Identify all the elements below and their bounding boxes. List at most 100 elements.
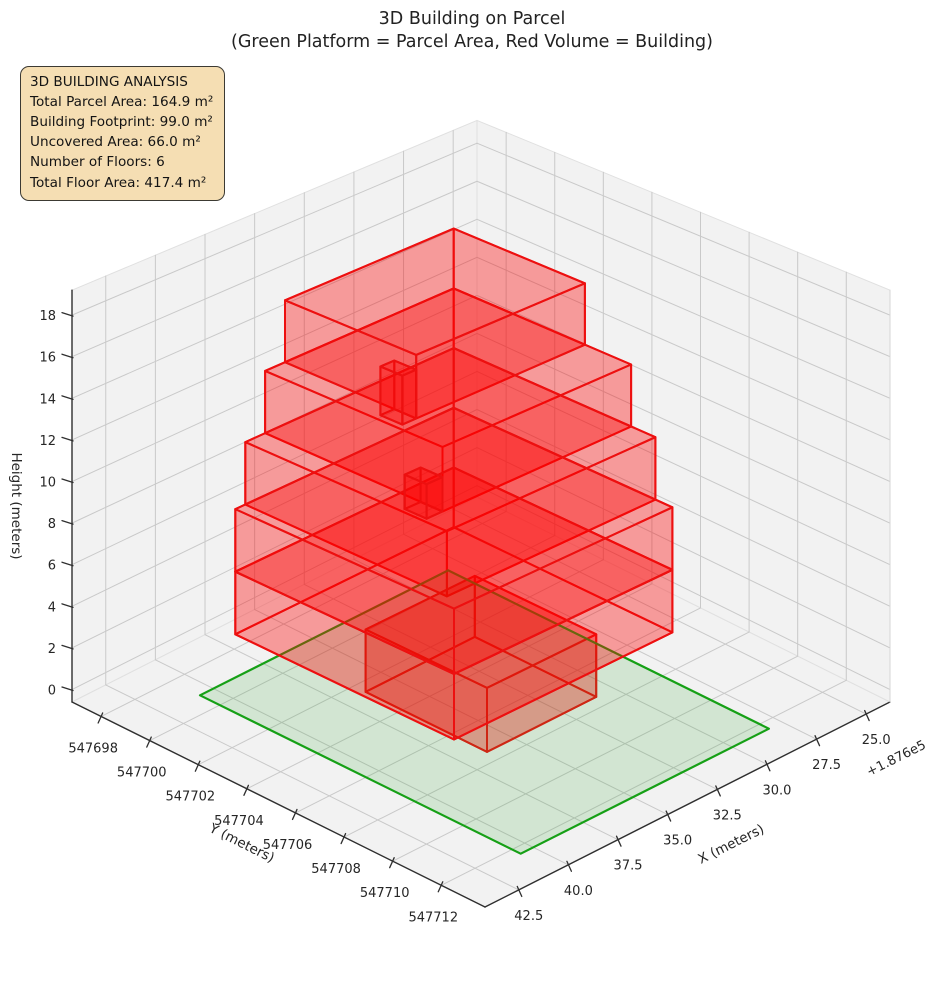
plot-title: 3D Building on Parcel (Green Platform = …	[0, 8, 944, 54]
parcel-platform	[198, 569, 771, 855]
z-grid-right-wall	[476, 294, 891, 483]
z-grid-left-wall	[71, 408, 478, 607]
x-tick-label: 27.5	[812, 758, 841, 773]
building-box-floor1	[364, 574, 598, 753]
x-tick-label: 40.0	[564, 884, 593, 899]
y-grid-floor	[197, 559, 604, 766]
z-grid-left-wall	[71, 447, 478, 649]
x-grid-floor	[204, 634, 619, 841]
x-tick-mark	[814, 735, 821, 747]
x-tick-label: 35.0	[663, 834, 692, 849]
info-line: Total Parcel Area: 164.9 m²	[30, 94, 214, 111]
z-tick-label: 6	[48, 559, 56, 574]
building-face-top	[364, 574, 598, 689]
y-tick-mark	[146, 736, 152, 748]
z-tick-mark	[61, 603, 74, 608]
z-tick-mark	[61, 686, 74, 692]
parcel-and-building	[198, 227, 771, 855]
z-tick-label: 18	[39, 309, 56, 324]
x-tick-mark	[764, 760, 771, 772]
z-tick-mark	[61, 519, 74, 525]
y-tick-label: 547706	[263, 838, 313, 853]
building-face-top	[284, 227, 586, 356]
z-tick-mark	[61, 644, 74, 650]
x-tick-mark	[566, 860, 573, 872]
y-tick-label: 547710	[360, 886, 410, 901]
axis-ticks: 25.0 27.5 30.0 32.5 35.0 37.5 40.0 42.5 547698 54…	[39, 309, 890, 925]
x-tick-mark	[665, 810, 672, 822]
z-tick-mark	[61, 353, 74, 359]
z-grid-right-wall	[476, 218, 891, 399]
y-tick-mark	[243, 784, 250, 796]
z-grid-left-wall	[71, 180, 478, 358]
x-axis-line	[484, 701, 891, 908]
z-tick-label: 16	[39, 351, 56, 366]
z-tick-label: 14	[39, 392, 56, 407]
building-face-top	[234, 406, 674, 610]
z-tick-mark	[61, 436, 74, 442]
z-tick-mark	[61, 478, 74, 484]
y-tick-mark	[194, 760, 201, 772]
x-tick-mark	[516, 885, 523, 898]
y-tick-mark	[97, 712, 104, 724]
x-tick-mark	[864, 709, 870, 722]
y-tick-label: 547712	[408, 910, 458, 925]
y-tick-label: 547702	[166, 790, 216, 805]
z-grid-right-wall	[476, 332, 891, 524]
y-tick-label: 547708	[311, 862, 361, 877]
info-line: Building Footprint: 99.0 m²	[30, 114, 213, 131]
y-tick-mark	[389, 857, 395, 869]
x-grid-floor	[254, 609, 669, 816]
y-tick-mark	[291, 808, 298, 821]
z-tick-mark	[61, 395, 74, 400]
z-axis-label: Height (meters)	[8, 452, 24, 559]
axis-lines	[71, 289, 891, 908]
y-grid-floor	[343, 631, 750, 838]
building-face-top	[403, 466, 444, 486]
info-line: Total Floor Area: 417.4 m²	[30, 174, 207, 191]
z-tick-label: 12	[39, 434, 56, 449]
analysis-info-box: 3D BUILDING ANALYSIS Total Parcel Area: …	[20, 66, 226, 201]
x-tick-label: 32.5	[713, 808, 742, 823]
y-tick-mark	[437, 881, 444, 893]
y-grid-floor	[295, 607, 702, 814]
plot-title-line2: (Green Platform = Parcel Area, Red Volum…	[231, 32, 713, 52]
z-grid-left-wall	[71, 370, 478, 566]
building-box-floor4	[244, 347, 657, 598]
z-grid-left-wall	[71, 294, 478, 483]
y-tick-label: 547698	[68, 741, 118, 756]
plot-title-line1: 3D Building on Parcel	[378, 9, 566, 29]
x-tick-label: 37.5	[614, 859, 643, 874]
z-tick-mark	[61, 311, 74, 317]
x-grid-floor	[154, 659, 569, 866]
info-line: Number of Floors: 6	[30, 154, 165, 171]
y-tick-mark	[340, 832, 347, 845]
info-line: Uncovered Area: 66.0 m²	[30, 134, 201, 151]
x-tick-label: 30.0	[762, 783, 791, 798]
z-tick-label: 2	[48, 642, 56, 657]
x-tick-label: 42.5	[514, 909, 543, 924]
y-grid-floor	[440, 679, 847, 886]
building-box-floor3	[234, 406, 674, 675]
z-tick-label: 4	[48, 600, 56, 615]
y-grid-floor	[246, 583, 653, 790]
z-grid-right-wall	[476, 408, 891, 607]
y-grid-floor	[392, 655, 799, 862]
y-grid-floor	[149, 535, 556, 742]
x-grid-floor	[452, 508, 867, 715]
z-grid-right-wall	[476, 256, 891, 441]
z-grid-left-wall	[71, 218, 478, 399]
y-grid-floor	[100, 510, 507, 717]
z-tick-label: 0	[48, 684, 56, 699]
x-tick-mark	[715, 785, 721, 797]
x-tick-label: 25.0	[862, 733, 891, 748]
z-grid-right-wall	[476, 142, 891, 316]
z-grid-left-wall	[71, 142, 478, 316]
z-grid-left-wall	[71, 256, 478, 441]
z-grid-right-wall	[476, 447, 891, 649]
building-face-top	[379, 359, 418, 377]
building-box-floor6	[284, 227, 586, 420]
x-axis-label: X (meters)	[696, 821, 767, 867]
